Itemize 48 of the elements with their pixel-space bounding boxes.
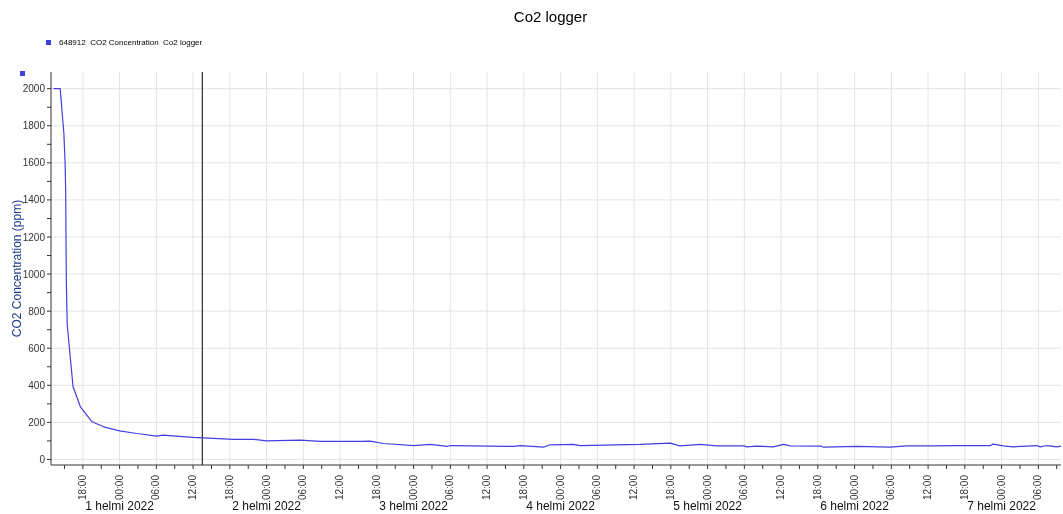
y-axis-title: CO2 Concentration (ppm) <box>10 199 24 338</box>
x-tick-label: 00:00 <box>995 474 1007 501</box>
text: 5 helmi 2022 <box>673 499 742 513</box>
x-tick-label: 00:00 <box>554 474 566 501</box>
x-tick-label: 12:00 <box>775 474 787 501</box>
y-tick-label: 0 <box>39 453 46 465</box>
x-tick-label: 12:00 <box>481 474 493 501</box>
y-tick-label: 600 <box>28 342 46 354</box>
chart-title: Co2 logger <box>512 8 589 27</box>
x-tick-label: 06:00 <box>885 474 897 501</box>
x-tick-label: 18:00 <box>223 474 235 501</box>
text: 6 helmi 2022 <box>820 499 889 513</box>
x-tick-label: 12:00 <box>187 474 199 501</box>
y-tick-label: 1000 <box>22 268 46 280</box>
legend-label: 648912 CO2 Concentration Co2 logger <box>59 38 203 47</box>
x-tick-label: 00:00 <box>701 474 713 501</box>
x-tick-label: 06:00 <box>738 474 750 501</box>
y-tick-label: 800 <box>28 305 46 317</box>
x-tick-label: 18:00 <box>664 474 676 501</box>
text: 7 helmi 2022 <box>967 499 1036 513</box>
x-tick-label: 18:00 <box>811 474 823 501</box>
x-tick-label: 06:00 <box>1032 474 1044 501</box>
x-tick-label: 12:00 <box>334 474 346 501</box>
x-tick-label: 12:00 <box>628 474 640 501</box>
x-tick-label: 00:00 <box>848 474 860 501</box>
x-tick-label: 00:00 <box>260 474 272 501</box>
x-tick-label: 06:00 <box>591 474 603 501</box>
text: 2 helmi 2022 <box>232 499 301 513</box>
x-tick-label: 06:00 <box>297 474 309 501</box>
x-tick-label: 00:00 <box>407 474 419 501</box>
x-tick-label: 18:00 <box>517 474 529 501</box>
y-tick-label: 2000 <box>22 83 46 95</box>
x-tick-label: 00:00 <box>113 474 125 501</box>
x-tick-label: 06:00 <box>150 474 162 501</box>
y-tick-label: 1800 <box>22 120 46 132</box>
text: 1 helmi 2022 <box>85 499 154 513</box>
text: 4 helmi 2022 <box>526 499 595 513</box>
y-tick-label: 1200 <box>22 231 46 243</box>
x-tick-label: 18:00 <box>76 474 88 501</box>
line-series <box>52 88 1061 448</box>
x-tick-label: 18:00 <box>958 474 970 501</box>
x-tick-label: 12:00 <box>922 474 934 501</box>
y-tick-label: 1600 <box>22 157 46 169</box>
y-tick-label: 400 <box>28 379 46 391</box>
x-tick-label: 06:00 <box>444 474 456 501</box>
x-tick-label: 18:00 <box>370 474 382 501</box>
text: 3 helmi 2022 <box>379 499 448 513</box>
y-tick-label: 200 <box>28 416 46 428</box>
